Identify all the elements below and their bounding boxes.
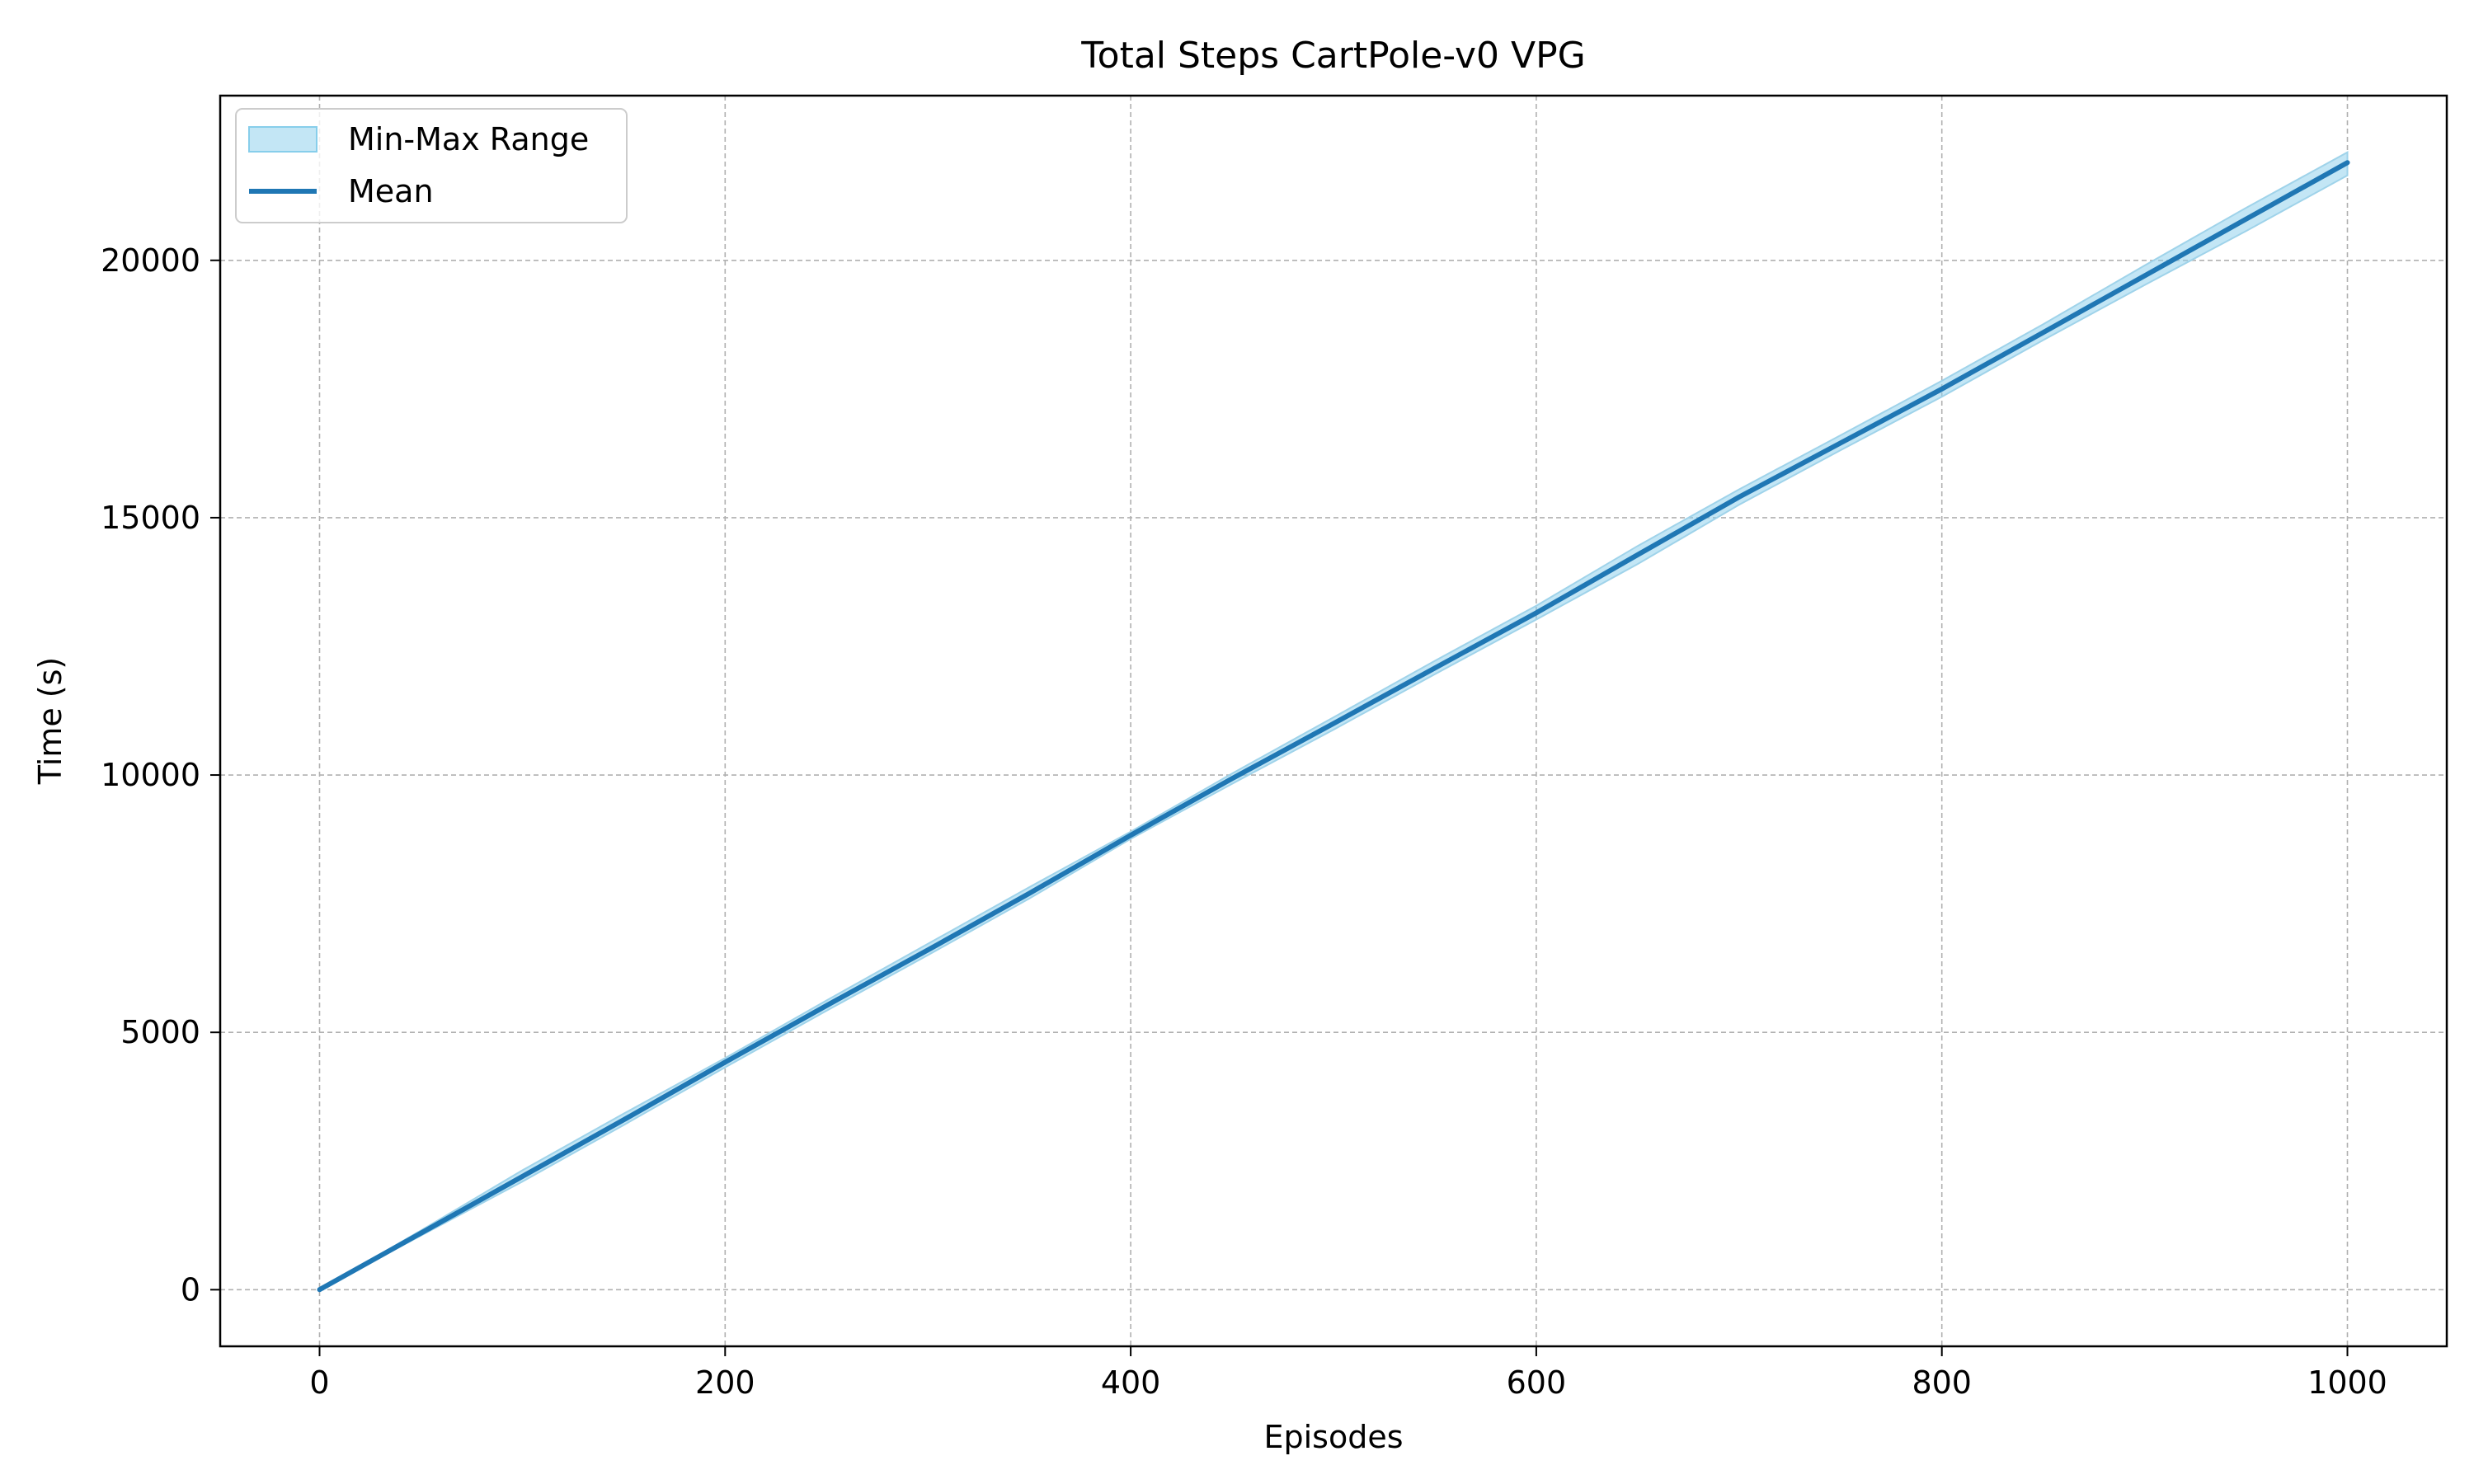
y-axis-ticks: 0 5000 10000 15000 20000 — [101, 242, 220, 1308]
y-tick-label: 5000 — [120, 1014, 200, 1050]
y-tick-label: 10000 — [101, 757, 200, 793]
legend-label-mean: Mean — [348, 173, 434, 209]
chart-title: Total Steps CartPole-v0 VPG — [1080, 35, 1586, 77]
plot-area-border — [219, 94, 2448, 1348]
x-tick-label: 800 — [1912, 1364, 1972, 1401]
legend-box — [235, 108, 628, 223]
legend-swatch-min-max-range — [248, 126, 317, 153]
x-axis-label: Episodes — [1263, 1419, 1403, 1455]
legend: Min-Max Range Mean — [235, 108, 628, 223]
x-tick-label: 200 — [695, 1364, 755, 1401]
x-tick-label: 0 — [309, 1364, 329, 1401]
y-axis-label: Time (s) — [32, 657, 68, 786]
grid-lines — [220, 96, 2447, 1346]
x-tick-label: 600 — [1507, 1364, 1567, 1401]
y-tick-label: 0 — [181, 1271, 200, 1308]
mean-line-layer — [317, 160, 2350, 1293]
y-tick-label: 15000 — [101, 500, 200, 536]
x-tick-label: 1000 — [2307, 1364, 2387, 1401]
x-tick-label: 400 — [1101, 1364, 1161, 1401]
y-tick-label: 20000 — [101, 242, 200, 279]
mean-series-line — [317, 160, 2350, 1293]
x-axis-ticks: 0 200 400 600 800 1000 — [309, 1346, 2387, 1401]
legend-label-min-max-range: Min-Max Range — [348, 121, 589, 157]
